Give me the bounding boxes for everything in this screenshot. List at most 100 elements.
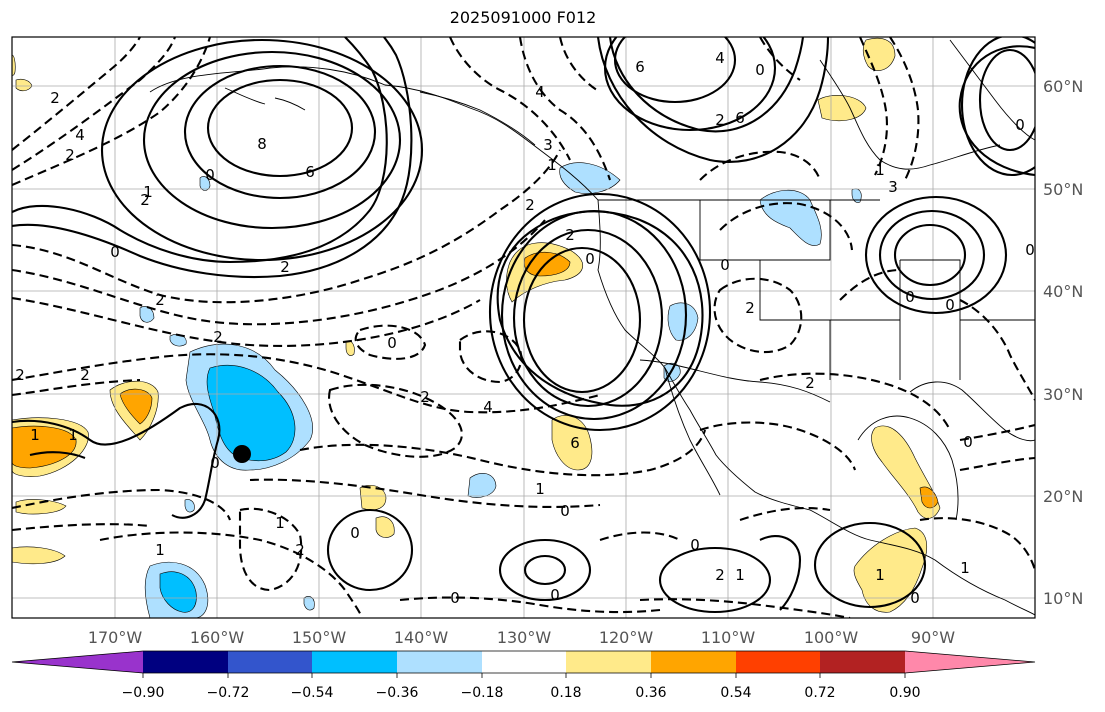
dashed-contours xyxy=(12,37,1035,618)
colorbar-tick-label: −0.90 xyxy=(122,685,165,701)
colorbar-tick-label: 0.18 xyxy=(550,685,581,701)
contour-label: 0 xyxy=(1015,116,1025,134)
contours xyxy=(12,37,1035,618)
contour-label: 2 xyxy=(525,196,535,214)
lon-label: 170°W xyxy=(88,628,143,647)
lon-label: 110°W xyxy=(701,628,756,647)
colorbar-segment xyxy=(820,651,905,673)
contour-label: 6 xyxy=(735,109,745,127)
colorbar-segment xyxy=(736,651,820,673)
solid-contours xyxy=(12,37,1035,614)
contour-label: 0 xyxy=(755,61,765,79)
contour-label: 4 xyxy=(715,49,725,67)
colorbar-segment xyxy=(143,651,228,673)
contour-label: 2 xyxy=(745,299,755,317)
contour-label: 2 xyxy=(280,258,290,276)
colorbar-segment xyxy=(228,651,312,673)
lon-label: 100°W xyxy=(804,628,859,647)
latitude-labels: 60°N 50°N 40°N 30°N 20°N 10°N xyxy=(1043,77,1083,608)
contour-label: 0 xyxy=(905,288,915,306)
contour-label: 2 xyxy=(295,541,305,559)
contour-label: 6 xyxy=(570,434,580,452)
contour-label: 2 xyxy=(65,146,75,164)
storm-position-marker xyxy=(233,445,251,463)
contour-label: 0 xyxy=(387,334,397,352)
contour-label: 2 xyxy=(420,388,430,406)
contour-label: 4 xyxy=(483,398,493,416)
lat-label: 30°N xyxy=(1043,385,1083,404)
colorbar-tick-label: −0.36 xyxy=(376,685,419,701)
contour-label: 2 xyxy=(805,374,815,392)
contour-label: 0 xyxy=(205,166,215,184)
map-title: 2025091000 F012 xyxy=(449,8,597,27)
contour-label: 0 xyxy=(560,502,570,520)
contour-label: 3 xyxy=(888,178,898,196)
contour-label: 4 xyxy=(75,126,85,144)
colorbar: −0.90 −0.72 −0.54 −0.36 −0.18 0.18 0.36 … xyxy=(11,650,1036,701)
contour-label: 2 xyxy=(80,366,90,384)
contour-label: 0 xyxy=(720,256,730,274)
contour-label: 6 xyxy=(305,163,315,181)
contour-label: 2 xyxy=(565,226,575,244)
contour-label: 1 xyxy=(735,566,745,584)
contour-label: 1 xyxy=(960,559,970,577)
lat-label: 10°N xyxy=(1043,589,1083,608)
contour-label: 0 xyxy=(690,536,700,554)
contour-label: 8 xyxy=(257,135,267,153)
lon-label: 150°W xyxy=(292,628,347,647)
contour-label: 2 xyxy=(715,111,725,129)
contour-label: 0 xyxy=(963,433,973,451)
contour-label: 1 xyxy=(875,566,885,584)
contour-label: 2 xyxy=(50,89,60,107)
contour-label: 1 xyxy=(155,541,165,559)
lat-label: 40°N xyxy=(1043,282,1083,301)
contour-label: 0 xyxy=(945,296,955,314)
contour-label: 1 xyxy=(68,426,78,444)
colorbar-segment xyxy=(482,651,566,673)
contour-label: 0 xyxy=(350,524,360,542)
shaded-regions xyxy=(12,37,941,618)
contour-label: 2 xyxy=(715,566,725,584)
contour-label: 2 xyxy=(213,328,223,346)
contour-label: 1 xyxy=(143,183,153,201)
contour-label: 0 xyxy=(585,250,595,268)
contour-label: 1 xyxy=(875,161,885,179)
lat-label: 20°N xyxy=(1043,487,1083,506)
contour-label: 0 xyxy=(910,589,920,607)
colorbar-tick-label: 0.90 xyxy=(889,685,920,701)
colorbar-tick-label: −0.72 xyxy=(207,685,250,701)
colorbar-segment xyxy=(566,651,651,673)
contour-label: 0 xyxy=(550,586,560,604)
colorbar-tick-label: 0.36 xyxy=(635,685,666,701)
lon-label: 140°W xyxy=(394,628,449,647)
contour-label: 1 xyxy=(547,156,557,174)
colorbar-segment xyxy=(651,651,736,673)
contour-label: 1 xyxy=(275,514,285,532)
contour-label: 2 xyxy=(155,291,165,309)
colorbar-extend-left xyxy=(12,651,143,673)
longitude-labels: 170°W 160°W 150°W 140°W 130°W 120°W 110°… xyxy=(88,628,955,647)
contour-label: 0 xyxy=(1025,241,1035,259)
lon-label: 160°W xyxy=(190,628,245,647)
contour-label: 3 xyxy=(543,136,553,154)
colorbar-segment xyxy=(312,651,397,673)
contour-label: 0 xyxy=(210,454,220,472)
colorbar-segment xyxy=(397,651,482,673)
colorbar-tick-label: −0.54 xyxy=(291,685,334,701)
colorbar-tick-label: 0.72 xyxy=(804,685,835,701)
lat-label: 60°N xyxy=(1043,77,1083,96)
contour-label: 1 xyxy=(30,426,40,444)
lon-label: 120°W xyxy=(599,628,654,647)
colorbar-tick-label: −0.18 xyxy=(461,685,504,701)
colorbar-extend-right xyxy=(905,651,1035,673)
lon-label: 130°W xyxy=(497,628,552,647)
contour-label: 0 xyxy=(450,589,460,607)
map-frame xyxy=(11,36,1036,619)
contour-label: 2 xyxy=(15,366,25,384)
colorbar-tick-label: 0.54 xyxy=(720,685,751,701)
contour-label: 2 xyxy=(140,191,150,209)
lon-label: 90°W xyxy=(911,628,955,647)
contour-label: 6 xyxy=(635,58,645,76)
